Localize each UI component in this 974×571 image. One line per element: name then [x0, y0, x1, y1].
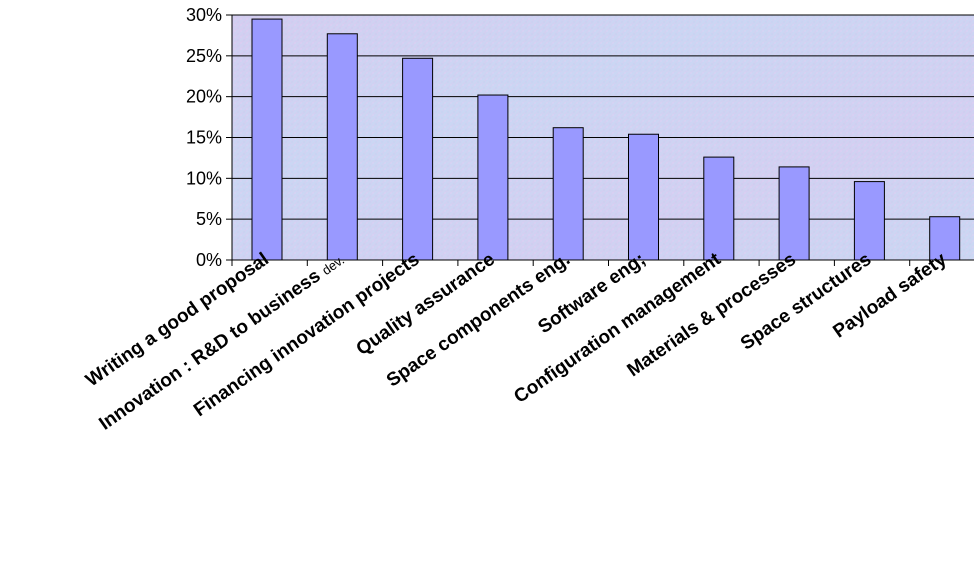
y-tick-label: 20%: [186, 87, 222, 107]
bar: [402, 57, 434, 261]
bar: [929, 216, 961, 261]
bar: [552, 127, 584, 261]
bar: [853, 181, 885, 261]
y-tick-label: 15%: [186, 128, 222, 148]
bar: [477, 94, 509, 261]
bar: [628, 133, 659, 261]
x-tick-label: Space structures: [737, 249, 875, 355]
bar: [326, 33, 358, 261]
bar: [251, 18, 283, 261]
bar: [778, 166, 810, 261]
y-tick-label: 5%: [196, 209, 222, 229]
y-tick-label: 0%: [196, 250, 222, 270]
bar: [703, 156, 735, 261]
y-tick-labels: 0% 5% 10% 15% 20% 25% 30%: [186, 5, 222, 270]
y-tick-label: 10%: [186, 168, 222, 188]
bars: [251, 18, 961, 261]
y-tick-label: 25%: [186, 46, 222, 66]
category-text: Space structures: [737, 249, 875, 355]
y-tick-label: 30%: [186, 5, 222, 25]
y-axis: [226, 14, 974, 266]
